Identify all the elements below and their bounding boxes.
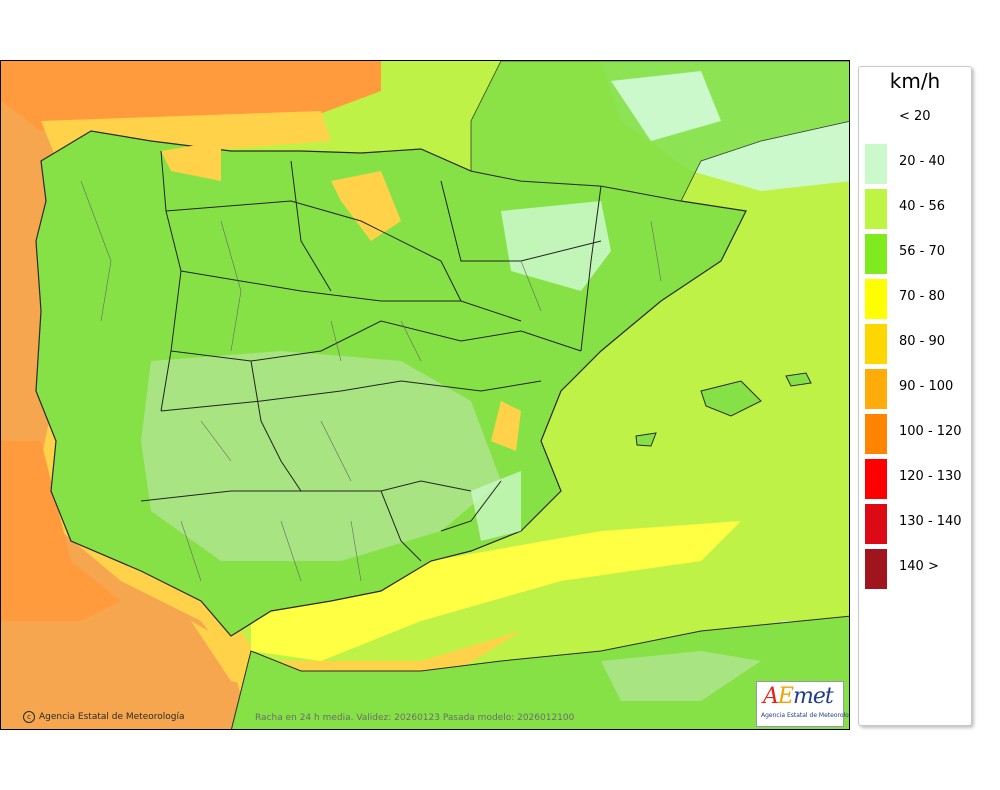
legend-swatch [865, 414, 887, 454]
legend-item: 120 - 130 [863, 457, 967, 499]
map-graphic [1, 61, 849, 729]
legend-item: 20 - 40 [863, 142, 967, 184]
ibiza [635, 432, 657, 447]
legend-swatch [865, 279, 887, 319]
legend-item: 90 - 100 [863, 367, 967, 409]
legend-swatch [865, 369, 887, 409]
aemet-logo-subtitle: Agencia Estatal de Meteorología [761, 712, 850, 719]
legend-swatch [865, 99, 887, 139]
legend-swatch [865, 144, 887, 184]
legend-label: 56 - 70 [899, 244, 946, 259]
navarra-yellow [331, 171, 401, 241]
wind-gust-map: c Agencia Estatal de Meteorología Racha … [0, 60, 850, 730]
legend-label: 100 - 120 [899, 424, 962, 439]
legend-label: 140 > [899, 559, 939, 574]
france-calm-zone [611, 71, 721, 141]
legend-item: 70 - 80 [863, 277, 967, 319]
legend-item: 40 - 56 [863, 187, 967, 229]
legend-swatch [865, 459, 887, 499]
alboran-yellow-band [251, 521, 741, 661]
legend-swatch [865, 504, 887, 544]
valencia-yellow [491, 401, 521, 451]
legend-label: 40 - 56 [899, 199, 946, 214]
legend-label: < 20 [899, 109, 931, 124]
legend-item: 56 - 70 [863, 232, 967, 274]
murcia-calm [471, 471, 521, 541]
legend-item: 100 - 120 [863, 412, 967, 454]
aemet-logo-word: AEmet [763, 684, 834, 709]
copyright-notice: c Agencia Estatal de Meteorología [23, 711, 185, 723]
legend-swatch [865, 324, 887, 364]
legend-label: 70 - 80 [899, 289, 946, 304]
legend-label: 120 - 130 [899, 469, 962, 484]
legend-label: 20 - 40 [899, 154, 946, 169]
legend-swatch [865, 189, 887, 229]
copyright-icon: c [23, 711, 35, 723]
aemet-logo: AEmet Agencia Estatal de Meteorología [756, 681, 849, 727]
atlantic-orange-zone [1, 441, 121, 621]
ebro-calm [501, 201, 611, 291]
copyright-text: Agencia Estatal de Meteorología [39, 712, 185, 722]
legend-label: 80 - 90 [899, 334, 946, 349]
map-caption: Racha en 24 h media. Validez: 20260123 P… [255, 713, 575, 723]
legend-item: 130 - 140 [863, 502, 967, 544]
province-borders [80, 180, 662, 582]
legend-label: 90 - 100 [899, 379, 954, 394]
wind-legend: km/h < 20 20 - 40 40 - 56 56 - 70 70 - 80 80 … [858, 66, 972, 726]
legend-swatch [865, 549, 887, 589]
legend-title: km/h [889, 69, 941, 93]
menorca [785, 372, 812, 387]
africa-interior [601, 651, 761, 701]
asturias-yellow [161, 141, 221, 181]
legend-item: 80 - 90 [863, 322, 967, 364]
legend-item: < 20 [863, 97, 967, 139]
legend-item: 140 > [863, 547, 967, 589]
legend-swatch [865, 234, 887, 274]
mallorca [700, 380, 762, 417]
legend-label: 130 - 140 [899, 514, 962, 529]
region-borders [140, 150, 602, 562]
